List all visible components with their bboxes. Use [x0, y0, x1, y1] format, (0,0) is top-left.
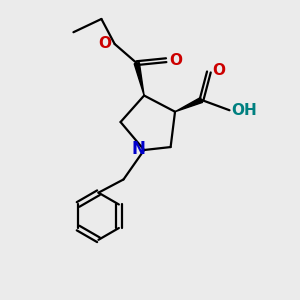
Text: OH: OH: [231, 103, 257, 118]
Text: O: O: [98, 37, 111, 52]
Polygon shape: [175, 98, 202, 112]
Text: O: O: [170, 53, 183, 68]
Polygon shape: [134, 63, 144, 95]
Text: N: N: [132, 140, 146, 158]
Text: O: O: [212, 63, 225, 78]
